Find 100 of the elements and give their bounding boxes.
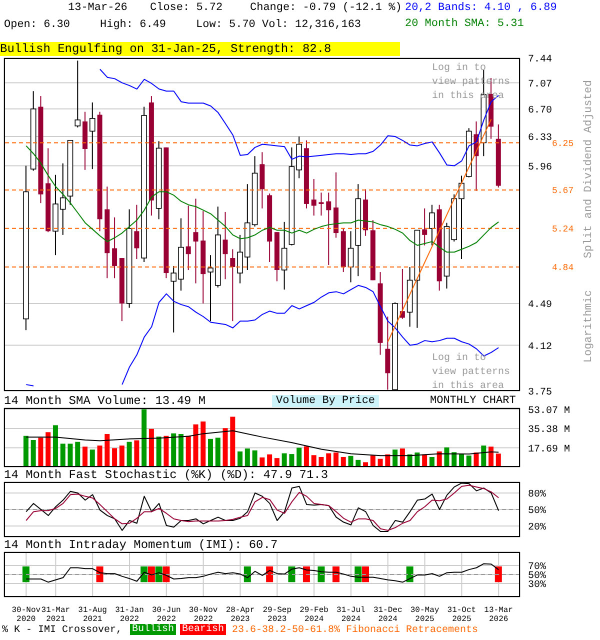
y-tick-label: 5.96 [528, 162, 552, 174]
ref-line-label: 4.84 [552, 263, 574, 274]
text: Low: 5.70 [196, 19, 256, 31]
bar [370, 456, 376, 467]
y-tick-label: 6.33 [528, 133, 552, 144]
candlestick [112, 216, 118, 279]
bar [296, 448, 302, 467]
bar [466, 456, 472, 467]
y-tick-label: 6.70 [528, 105, 552, 116]
bar [222, 428, 228, 467]
y-tick-label: 20% [528, 522, 546, 534]
line-series [26, 145, 500, 253]
y-tick-label: 17.69 M [528, 444, 570, 456]
bar [481, 446, 486, 467]
line-series [26, 430, 500, 456]
candlestick [348, 230, 354, 283]
candlestick [186, 205, 191, 270]
bar [429, 456, 434, 467]
bar [82, 446, 88, 467]
candlestick [326, 192, 332, 266]
text: Bullish Engulfing on 31-Jan-25, Strength: 82.8 [0, 42, 400, 56]
x-tick-label: 30-May 2025 [410, 606, 440, 624]
y-axis-title: Split and Dividend Adjusted [583, 80, 595, 258]
bar [38, 438, 44, 467]
ref-line-label: 5.24 [552, 224, 574, 235]
bar [318, 456, 324, 467]
x-tick-label: 31-Mar 2021 [41, 606, 70, 624]
x-tick-label: 31-Jul 2024 [336, 606, 366, 624]
candlestick [193, 198, 198, 284]
text: % K - IMI Crossover, [2, 625, 122, 636]
ref-line-label: 5.67 [552, 186, 574, 196]
bar [311, 455, 316, 467]
bar [252, 450, 258, 467]
x-tick-label: 31-Aug 2021 [78, 606, 108, 624]
y-tick-label: 35.38 M [528, 425, 570, 436]
text: High: 6.49 [100, 19, 166, 31]
bar [75, 442, 80, 467]
x-tick-label: 30-Nov 2022 [188, 606, 218, 624]
x-tick-label: 28-Apr 2023 [226, 606, 255, 624]
bar [46, 432, 51, 467]
bar [134, 440, 140, 467]
y-tick-label: 4.12 [528, 342, 552, 353]
bar [156, 436, 162, 467]
text: 13-Mar-26 [68, 2, 128, 14]
annotation: Log in to view patterns in this area [432, 352, 512, 394]
text: 20 Month SMA: 5.31 [405, 18, 525, 30]
x-tick-label: 29-Feb 2024 [300, 606, 329, 624]
bar [282, 453, 287, 467]
bar [23, 436, 28, 467]
candlestick [311, 178, 316, 216]
bar [267, 454, 272, 467]
bar [496, 454, 501, 467]
line-series [26, 563, 500, 583]
bar [68, 444, 73, 467]
candlestick [74, 60, 81, 128]
bar [208, 438, 214, 467]
text: 23.6-38.2-50-61.8% Fibonacci Retracements [232, 625, 478, 636]
bar [171, 433, 176, 467]
bar [289, 454, 294, 467]
text: Open: 6.30 [4, 19, 70, 31]
bar [30, 440, 36, 467]
text: Volume By Price [272, 395, 380, 407]
y-tick-label: 53.07 M [528, 406, 570, 417]
candlestick [222, 211, 228, 280]
bar [238, 451, 243, 467]
bar [104, 434, 110, 467]
ref-line-label: 6.25 [552, 138, 574, 149]
x-tick-label: 13-Mar 2026 [484, 606, 514, 624]
bar [148, 428, 154, 467]
y-tick-label: 7.44 [528, 54, 552, 66]
text: Close: 5.72 [150, 2, 223, 14]
text: Vol: 12,316,163 [262, 19, 362, 31]
bar [348, 456, 354, 467]
bar [178, 434, 184, 467]
text: Change: -0.79 (-12.1 %) [250, 2, 402, 14]
text: Bearish [180, 624, 226, 635]
bar [200, 422, 206, 467]
candlestick [318, 192, 324, 216]
y-tick-label: 80% [528, 490, 546, 501]
bar [52, 425, 58, 467]
candlestick [422, 208, 428, 246]
chart-title: 14 Month Fast Stochastic (%K) (%D): 47.9 71.3 [4, 468, 328, 482]
candlestick [281, 221, 288, 290]
bar [230, 416, 236, 467]
y-tick-label: 3.75 [528, 388, 552, 399]
chart-title: 14 Month SMA Volume: 13.49 M [4, 394, 206, 408]
candlestick [89, 102, 96, 170]
y-tick-label: 50% [528, 506, 546, 518]
text: Logarithmic [583, 290, 595, 363]
bar [60, 444, 66, 467]
bar [186, 436, 191, 467]
x-tick-label: 31-Dec 2024 [373, 606, 402, 624]
y-tick-label: 4.49 [528, 300, 552, 312]
y-tick-label: 7.07 [528, 79, 552, 90]
candlestick [429, 204, 435, 246]
x-tick-label: 31-Jan 2022 [115, 606, 144, 624]
bar [304, 446, 309, 467]
bar [215, 438, 220, 467]
bar [142, 409, 147, 467]
text: MONTHLY CHART [430, 395, 516, 407]
